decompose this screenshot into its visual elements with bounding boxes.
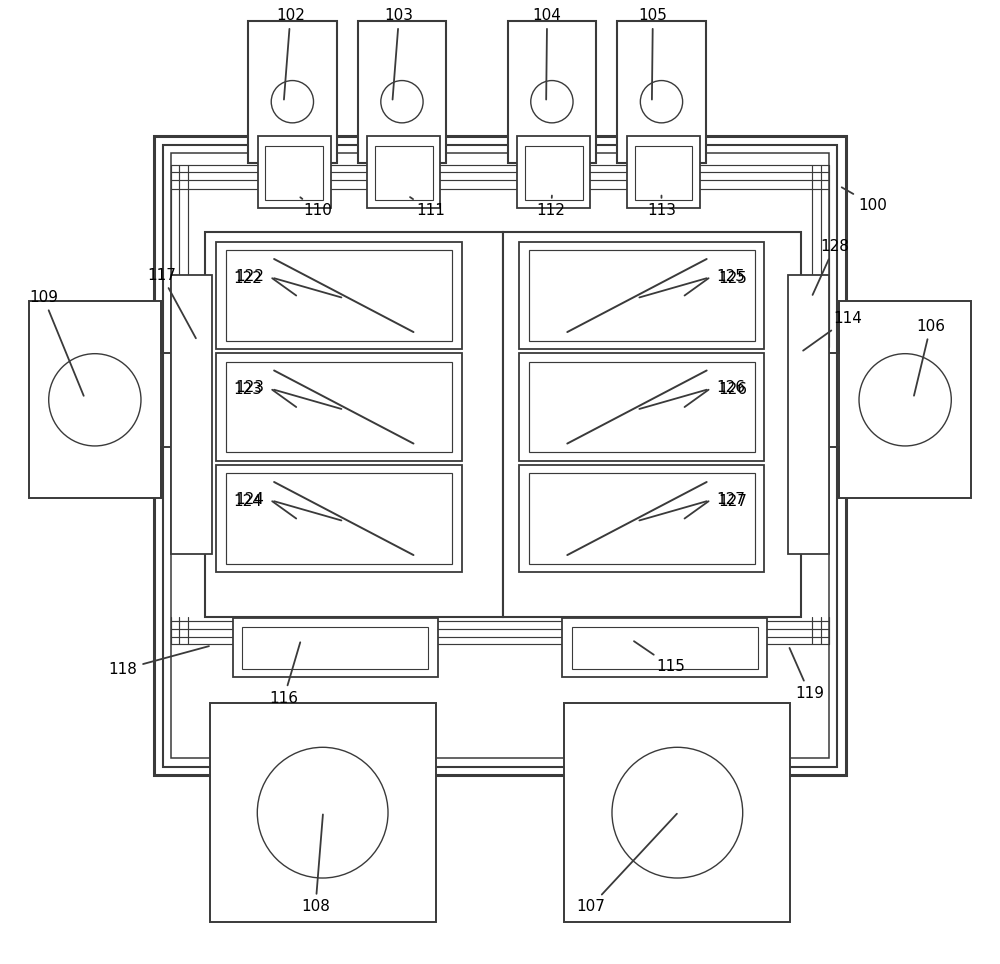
Text: 118: 118 [109, 646, 209, 677]
Text: 127: 127 [718, 494, 747, 509]
Text: 122: 122 [234, 271, 263, 285]
Text: 127: 127 [716, 492, 745, 507]
Bar [375, 146, 433, 201]
Bar [265, 146, 323, 201]
Circle shape [49, 354, 141, 446]
Text: 124: 124 [236, 492, 265, 507]
Bar [29, 302, 161, 498]
Bar [226, 251, 452, 340]
Bar [572, 628, 758, 669]
Text: 110: 110 [300, 198, 332, 219]
Bar [529, 362, 755, 452]
Text: 103: 103 [385, 9, 414, 99]
Circle shape [612, 747, 743, 878]
Bar [367, 136, 440, 208]
Bar [503, 232, 801, 617]
Bar [163, 145, 837, 766]
Text: 105: 105 [638, 9, 667, 99]
Circle shape [257, 747, 388, 878]
Circle shape [859, 354, 951, 446]
Bar [216, 353, 462, 461]
Text: 125: 125 [716, 269, 745, 283]
Bar [233, 618, 438, 677]
Circle shape [271, 81, 314, 122]
Bar [248, 20, 337, 163]
Bar [635, 146, 692, 201]
Text: 117: 117 [147, 268, 196, 338]
Text: 123: 123 [234, 382, 263, 397]
Bar [627, 136, 700, 208]
Text: 108: 108 [301, 815, 330, 915]
Bar [529, 251, 755, 340]
Text: 122: 122 [236, 269, 265, 283]
Text: 106: 106 [914, 319, 945, 395]
Bar [839, 302, 971, 498]
Bar [508, 20, 596, 163]
Bar [226, 473, 452, 564]
Text: 123: 123 [236, 380, 265, 395]
Bar [258, 136, 331, 208]
Text: 107: 107 [576, 814, 677, 915]
Text: 102: 102 [276, 9, 305, 99]
Circle shape [381, 81, 423, 122]
Text: 119: 119 [789, 648, 824, 701]
Text: 109: 109 [29, 290, 84, 396]
Text: 124: 124 [234, 494, 263, 509]
Bar [242, 628, 428, 669]
Bar [216, 465, 462, 573]
Text: 111: 111 [410, 197, 445, 219]
Bar [226, 362, 452, 452]
Bar [154, 136, 846, 775]
Bar [210, 703, 436, 923]
Text: 104: 104 [533, 9, 562, 99]
Bar [519, 465, 764, 573]
Text: 112: 112 [537, 196, 565, 219]
Bar [525, 146, 583, 201]
Text: 114: 114 [803, 311, 862, 351]
Bar [617, 20, 706, 163]
Bar [564, 703, 790, 923]
Bar [519, 242, 764, 349]
Text: 126: 126 [716, 380, 745, 395]
Bar [171, 153, 829, 758]
Bar [358, 20, 446, 163]
Bar [205, 232, 503, 617]
Text: 116: 116 [269, 642, 300, 706]
Bar [529, 473, 755, 564]
Circle shape [531, 81, 573, 122]
Bar [216, 242, 462, 349]
Text: 128: 128 [813, 239, 849, 295]
Text: 115: 115 [634, 641, 686, 674]
Text: 113: 113 [647, 196, 676, 219]
Bar [562, 618, 767, 677]
Bar [517, 136, 590, 208]
Bar [171, 276, 212, 554]
Bar [519, 353, 764, 461]
Circle shape [640, 81, 683, 122]
Text: 125: 125 [718, 271, 747, 285]
Bar [788, 276, 829, 554]
Text: 126: 126 [718, 382, 747, 397]
Text: 100: 100 [842, 187, 887, 213]
